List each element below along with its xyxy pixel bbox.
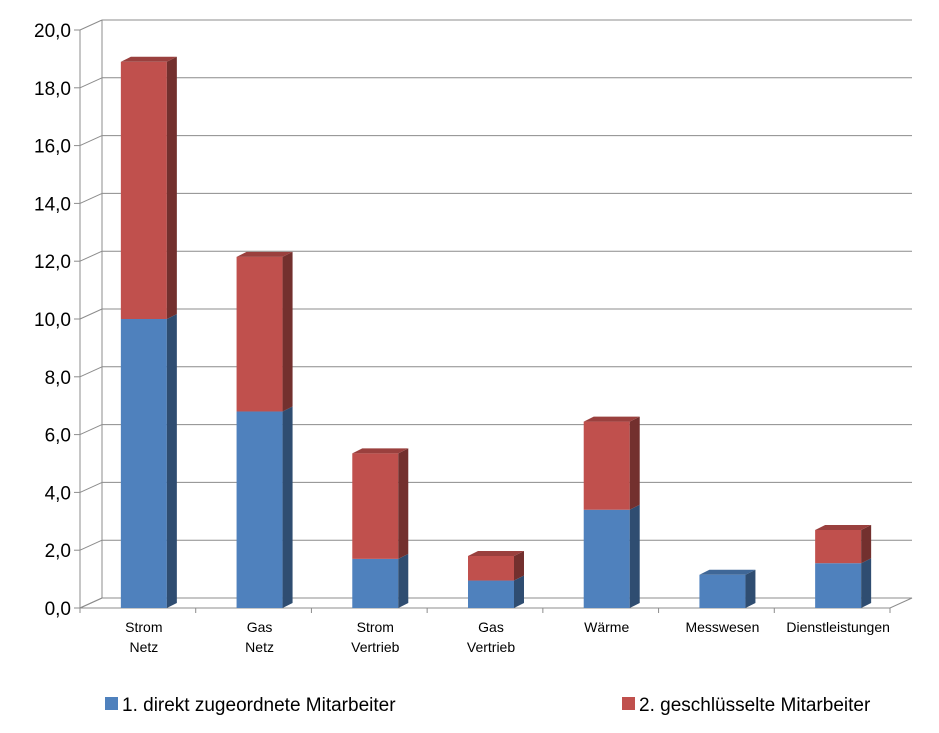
bar-side-1 <box>861 558 872 608</box>
bar-top <box>468 550 524 556</box>
bar-side-2 <box>861 524 872 564</box>
legend: 1. direkt zugeordnete Mitarbeiter 2. gesc… <box>105 695 871 716</box>
bar-top <box>583 416 640 422</box>
bar-front-2 <box>120 61 167 319</box>
bar-side-2 <box>629 416 640 510</box>
y-tick-label: 8,0 <box>45 368 71 389</box>
y-axis: 0,0 2,0 4,0 6,0 8,0 10,0 12,0 14,0 16,0 18,0 20,0 <box>34 20 103 620</box>
y-tick-label: 18,0 <box>34 79 71 100</box>
bar-side-1 <box>166 314 177 608</box>
bar-front-1 <box>468 580 514 608</box>
gridline-diagonal <box>79 308 103 320</box>
gridline-diagonal <box>79 424 103 436</box>
x-tick-label: Wärme <box>584 619 629 635</box>
x-tick-label: Messwesen <box>685 619 759 635</box>
bar-front-1 <box>352 558 399 608</box>
gridline-diagonal <box>79 481 103 493</box>
bar-side-1 <box>282 406 293 608</box>
legend-label-2: 2. geschlüsselte Mitarbeiter <box>639 695 871 716</box>
y-tick-label: 12,0 <box>34 252 71 273</box>
bar-side-2 <box>166 56 177 319</box>
legend-label-1: 1. direkt zugeordnete Mitarbeiter <box>122 695 396 716</box>
bar-side-2 <box>398 448 409 559</box>
bar-top <box>815 524 872 530</box>
bar-side-1 <box>514 575 524 608</box>
bar-top <box>699 569 756 575</box>
bar-front-1 <box>583 509 630 608</box>
gridline-diagonal <box>79 135 103 147</box>
y-tick-label: 20,0 <box>34 21 71 42</box>
bar-side-2 <box>514 550 524 581</box>
y-tick-label: 16,0 <box>34 137 71 158</box>
y-tick-label: 2,0 <box>45 541 71 562</box>
bars <box>120 56 872 608</box>
x-tick-label: Strom Netz <box>125 619 162 655</box>
gridline-diagonal <box>79 539 103 551</box>
bar-front-2 <box>352 453 399 559</box>
bar-front-1 <box>120 319 167 608</box>
gridline-diagonal <box>79 77 103 89</box>
y-tick-label: 10,0 <box>34 310 71 331</box>
bar-side-1 <box>398 553 409 608</box>
bar-front-2 <box>583 421 630 510</box>
x-axis: Strom Netz Gas Netz Strom Vertrieb Gas Vertrieb… <box>79 608 891 655</box>
gridline-diagonal <box>79 192 103 204</box>
bar-top <box>352 448 409 454</box>
legend-swatch-2 <box>622 697 635 710</box>
bar-top <box>236 251 293 257</box>
x-tick-label: Dienstleistungen <box>786 619 890 635</box>
bar-front-2 <box>236 256 283 412</box>
bar-side-1 <box>629 504 640 608</box>
y-tick-label: 6,0 <box>45 426 71 447</box>
bar-front-1 <box>699 574 746 608</box>
bar-front-2 <box>468 555 514 581</box>
bar-front-1 <box>815 563 862 608</box>
gridline-diagonal <box>79 19 103 31</box>
bar-side-1 <box>745 569 756 608</box>
x-tick-label: Gas Vertrieb <box>467 619 515 655</box>
bar-front-1 <box>236 411 283 608</box>
legend-swatch-1 <box>105 697 118 710</box>
y-tick-label: 0,0 <box>45 599 71 620</box>
y-tick-label: 14,0 <box>34 194 71 215</box>
bar-top <box>120 56 177 62</box>
bar-side-2 <box>282 251 293 412</box>
x-tick-label: Strom Vertrieb <box>351 619 399 655</box>
gridline-diagonal <box>79 366 103 378</box>
y-tick-label: 4,0 <box>45 483 71 504</box>
x-tick-label: Gas Netz <box>245 619 274 655</box>
gridlines <box>79 19 912 609</box>
gridline-diagonal <box>79 250 103 262</box>
bar-front-2 <box>815 529 862 564</box>
